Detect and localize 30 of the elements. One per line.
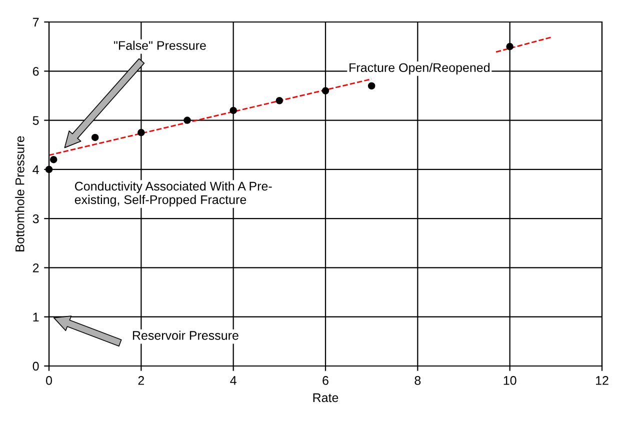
x-tick-label: 10 — [504, 376, 516, 385]
y-tick-label: 2 — [32, 264, 39, 272]
y-tick-label: 4 — [32, 165, 39, 174]
y-tick-label: 3 — [32, 214, 39, 224]
point — [184, 116, 191, 124]
x-tick-label: 12 — [596, 376, 608, 385]
y-tick-label: 6 — [32, 66, 39, 76]
point — [138, 128, 145, 136]
y-tick-label: 0 — [32, 362, 39, 371]
x-tick-label: 8 — [414, 376, 421, 385]
x-tick-label: 2 — [138, 376, 144, 385]
annotation: Conductivity Associated With A Pre- existing, Self-Propped Fracture — [74, 181, 272, 207]
y-tick-label: 7 — [32, 18, 39, 27]
x-tick-label: 0 — [46, 376, 52, 385]
point — [91, 134, 99, 142]
x-tick-label: 6 — [322, 376, 328, 385]
y-axis-title: Bottomhole Pressure — [15, 136, 24, 252]
annotation: "False" Pressure — [114, 40, 206, 50]
annotation: Reservoir Pressure — [132, 330, 238, 340]
point — [506, 42, 514, 50]
y-tick-label: 1 — [33, 312, 39, 322]
point — [276, 96, 284, 104]
y-tick-label: 5 — [32, 116, 39, 125]
point — [368, 82, 376, 90]
point — [322, 87, 330, 94]
annotation: Fracture Open/Reopened — [350, 62, 490, 75]
x-tick-label: 4 — [230, 376, 236, 385]
point — [50, 156, 58, 164]
point — [230, 106, 237, 114]
x-axis-title: Rate — [313, 393, 338, 402]
